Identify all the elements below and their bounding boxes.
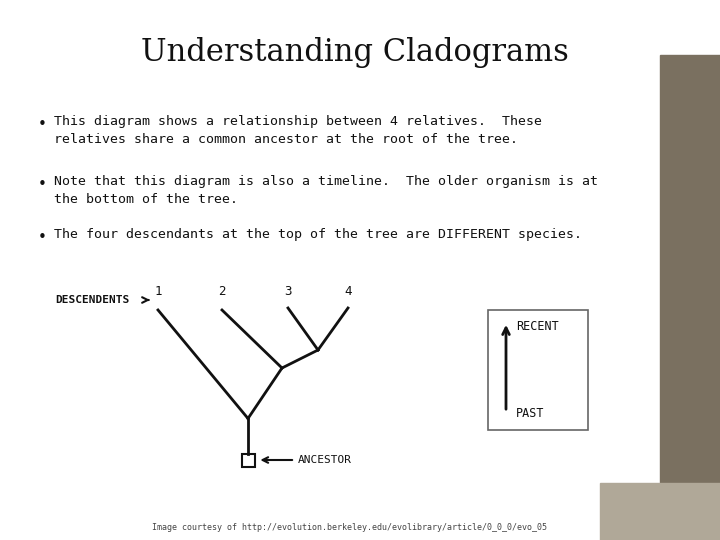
- Text: •: •: [37, 177, 46, 192]
- Text: 1: 1: [154, 285, 162, 298]
- Bar: [600, 483, 720, 540]
- Text: Understanding Cladograms: Understanding Cladograms: [141, 37, 569, 68]
- Text: DESCENDENTS: DESCENDENTS: [55, 295, 130, 305]
- Text: •: •: [37, 230, 46, 245]
- Text: 4: 4: [344, 285, 352, 298]
- Bar: [488, 310, 588, 430]
- Text: Note that this diagram is also a timeline.  The older organism is at
the bottom : Note that this diagram is also a timelin…: [54, 175, 598, 206]
- Text: 3: 3: [284, 285, 292, 298]
- Text: RECENT: RECENT: [516, 320, 559, 333]
- Text: The four descendants at the top of the tree are DIFFERENT species.: The four descendants at the top of the t…: [54, 228, 582, 241]
- Text: •: •: [37, 117, 46, 132]
- Text: Image courtesy of http://evolution.berkeley.edu/evolibrary/article/0_0_0/evo_05: Image courtesy of http://evolution.berke…: [153, 523, 547, 531]
- Text: 2: 2: [218, 285, 226, 298]
- Bar: [241, 454, 254, 467]
- Text: This diagram shows a relationship between 4 relatives.  These
relatives share a : This diagram shows a relationship betwee…: [54, 115, 542, 146]
- Bar: [660, 55, 720, 530]
- Text: ANCESTOR: ANCESTOR: [298, 455, 352, 465]
- Text: PAST: PAST: [516, 407, 544, 420]
